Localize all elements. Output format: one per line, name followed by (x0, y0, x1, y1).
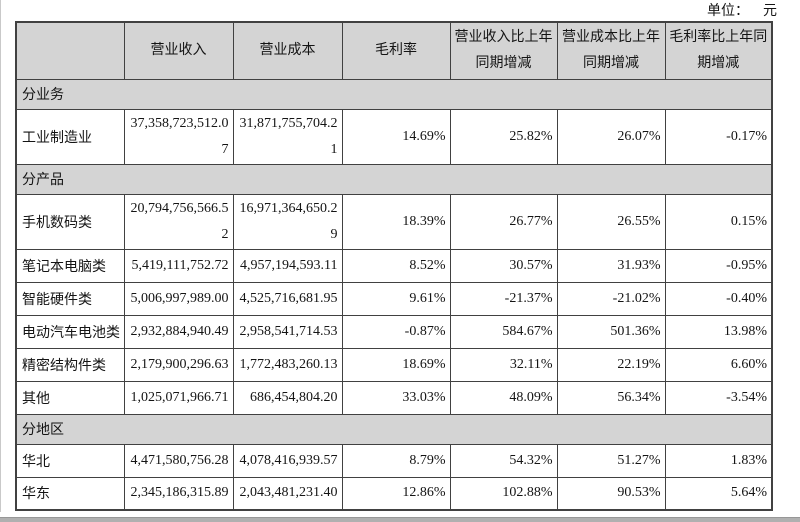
revenue-cell: 5,419,111,752.72 (123, 248, 234, 283)
revenue-cell: 2,345,186,315.89 (123, 476, 234, 511)
table-row: 华北 4,471,580,756.28 4,078,416,939.57 8.79% 5… (15, 443, 773, 478)
cost-yoy-cell: 51.27% (556, 443, 666, 478)
revenue-cell: 5,006,997,989.00 (123, 281, 234, 316)
table-row: 工业制造业 37,358,723,512.07 31,871,755,704.21 1… (15, 108, 773, 165)
cost-cell: 16,971,364,650.29 (232, 193, 343, 250)
revenue-yoy-cell: 26.77% (449, 193, 558, 250)
revenue-yoy-cell: 25.82% (449, 108, 558, 165)
gross-margin-cell: 12.86% (341, 476, 451, 511)
section-row: 分产品 (15, 163, 773, 195)
cost-yoy-cell: 90.53% (556, 476, 666, 511)
margin-yoy-cell: 1.83% (664, 443, 773, 478)
margin-yoy-cell: 0.15% (664, 193, 773, 250)
row-label-cell: 电动汽车电池类 (15, 314, 125, 349)
margin-yoy-cell: 13.98% (664, 314, 773, 349)
cost-yoy-cell: 26.07% (556, 108, 666, 165)
header-row: 营业收入 营业成本 毛利率 营业收入比上年同期增减 营业成本比上年同期增减 毛利… (15, 21, 773, 80)
margin-yoy-cell: 5.64% (664, 476, 773, 511)
cost-cell: 4,525,716,681.95 (232, 281, 343, 316)
gross-margin-cell: 8.79% (341, 443, 451, 478)
cost-yoy-cell: 501.36% (556, 314, 666, 349)
section-label: 分产品 (15, 163, 773, 195)
revenue-yoy-cell: 54.32% (449, 443, 558, 478)
revenue-cell: 1,025,071,966.71 (123, 380, 234, 415)
header-revenue: 营业收入 (123, 21, 234, 80)
unit-note: 单位： 元 (707, 0, 777, 20)
row-label-cell: 精密结构件类 (15, 347, 125, 382)
table-row: 笔记本电脑类 5,419,111,752.72 4,957,194,593.11 8.… (15, 248, 773, 283)
revenue-yoy-cell: 584.67% (449, 314, 558, 349)
table-row: 精密结构件类 2,179,900,296.63 1,772,483,260.13 18… (15, 347, 773, 382)
unit-value: 元 (763, 4, 777, 19)
row-label-cell: 笔记本电脑类 (15, 248, 125, 283)
cost-cell: 4,078,416,939.57 (232, 443, 343, 478)
section-row: 分地区 (15, 413, 773, 445)
page-left-edge (0, 0, 1, 512)
cost-cell: 1,772,483,260.13 (232, 347, 343, 382)
section-label: 分地区 (15, 413, 773, 445)
table-body: 分业务 工业制造业 37,358,723,512.07 31,871,755,704.… (15, 78, 773, 511)
header-revenue-yoy: 营业收入比上年同期增减 (449, 21, 558, 80)
table-row: 智能硬件类 5,006,997,989.00 4,525,716,681.95 9.6… (15, 281, 773, 316)
header-margin-yoy: 毛利率比上年同期增减 (664, 21, 773, 80)
row-label-cell: 工业制造业 (15, 108, 125, 165)
row-label-cell: 华北 (15, 443, 125, 478)
row-label-cell: 手机数码类 (15, 193, 125, 250)
cost-cell: 2,958,541,714.53 (232, 314, 343, 349)
cost-cell: 31,871,755,704.21 (232, 108, 343, 165)
row-label-cell: 华东 (15, 476, 125, 511)
margin-yoy-cell: -0.17% (664, 108, 773, 165)
gross-margin-cell: 33.03% (341, 380, 451, 415)
section-row: 分业务 (15, 78, 773, 110)
row-label-cell: 智能硬件类 (15, 281, 125, 316)
table-row: 电动汽车电池类 2,932,884,940.49 2,958,541,714.53-… (15, 314, 773, 349)
revenue-cell: 20,794,756,566.52 (123, 193, 234, 250)
page-bottom-strip (0, 517, 800, 522)
cost-cell: 4,957,194,593.11 (232, 248, 343, 283)
gross-margin-cell: 18.39% (341, 193, 451, 250)
revenue-cell: 37,358,723,512.07 (123, 108, 234, 165)
cost-yoy-cell: -21.02% (556, 281, 666, 316)
revenue-yoy-cell: -21.37% (449, 281, 558, 316)
header-blank-cell (15, 21, 125, 80)
revenue-yoy-cell: 102.88% (449, 476, 558, 511)
revenue-yoy-cell: 32.11% (449, 347, 558, 382)
cost-yoy-cell: 56.34% (556, 380, 666, 415)
unit-label: 单位： (707, 4, 749, 19)
cost-cell: 686,454,804.20 (232, 380, 343, 415)
header-cost: 营业成本 (232, 21, 343, 80)
table-row: 其他 1,025,071,966.71 686,454,804.20 33.03% 48… (15, 380, 773, 415)
table-row: 华东 2,345,186,315.89 2,043,481,231.40 12.86%… (15, 476, 773, 511)
header-cost-yoy: 营业成本比上年同期增减 (556, 21, 666, 80)
revenue-yoy-cell: 30.57% (449, 248, 558, 283)
cost-yoy-cell: 31.93% (556, 248, 666, 283)
revenue-yoy-cell: 48.09% (449, 380, 558, 415)
revenue-cell: 2,932,884,940.49 (123, 314, 234, 349)
margin-yoy-cell: -0.40% (664, 281, 773, 316)
margin-yoy-cell: 6.60% (664, 347, 773, 382)
financial-segment-table: 营业收入 营业成本 毛利率 营业收入比上年同期增减 营业成本比上年同期增减 毛利… (15, 21, 773, 511)
gross-margin-cell: 18.69% (341, 347, 451, 382)
revenue-cell: 4,471,580,756.28 (123, 443, 234, 478)
margin-yoy-cell: -0.95% (664, 248, 773, 283)
cost-yoy-cell: 22.19% (556, 347, 666, 382)
gross-margin-cell: 14.69% (341, 108, 451, 165)
cost-yoy-cell: 26.55% (556, 193, 666, 250)
header-gross-margin: 毛利率 (341, 21, 451, 80)
row-label-cell: 其他 (15, 380, 125, 415)
cost-cell: 2,043,481,231.40 (232, 476, 343, 511)
gross-margin-cell: 9.61% (341, 281, 451, 316)
table-row: 手机数码类 20,794,756,566.52 16,971,364,650.29 1… (15, 193, 773, 250)
section-label: 分业务 (15, 78, 773, 110)
margin-yoy-cell: -3.54% (664, 380, 773, 415)
revenue-cell: 2,179,900,296.63 (123, 347, 234, 382)
gross-margin-cell: -0.87% (341, 314, 451, 349)
gross-margin-cell: 8.52% (341, 248, 451, 283)
